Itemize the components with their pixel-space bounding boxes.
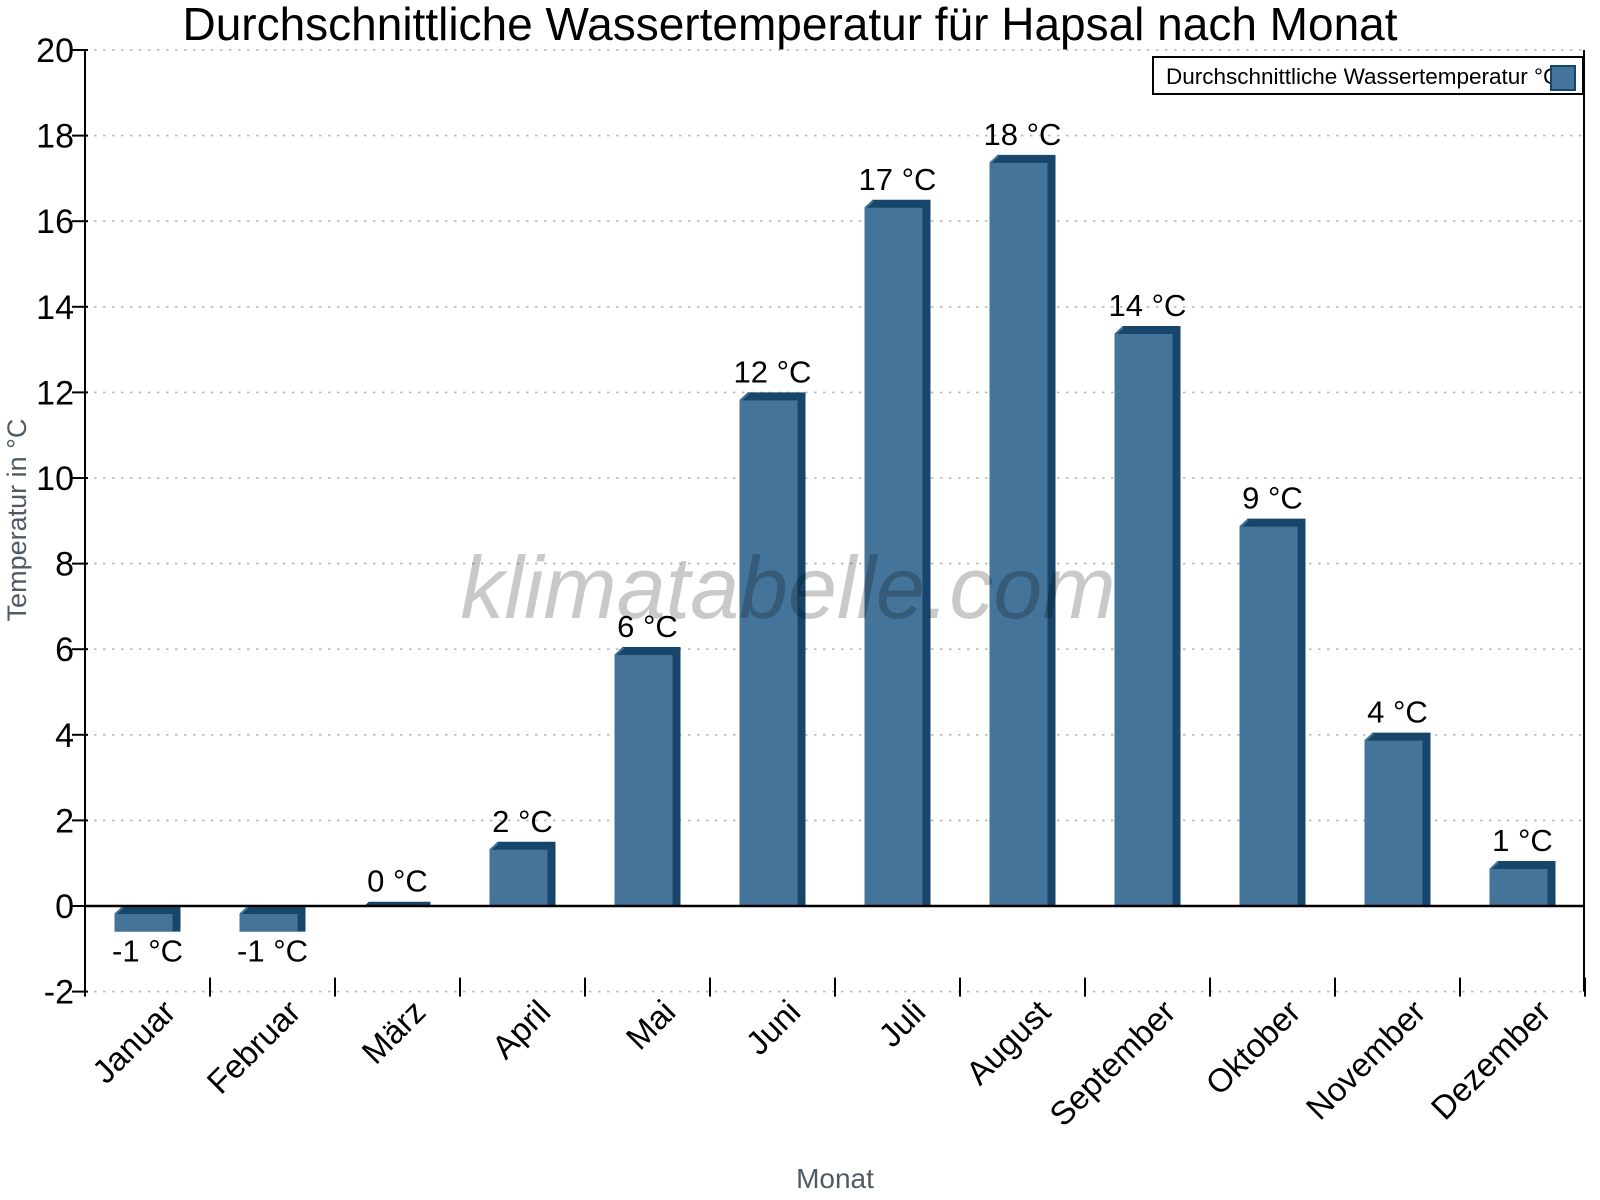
bar-bevel-highlight xyxy=(1489,861,1499,870)
bar-face xyxy=(1489,869,1548,906)
bar-dezember xyxy=(1489,861,1556,906)
bar-juni xyxy=(739,392,806,906)
bar-bevel-highlight xyxy=(739,392,749,402)
y-tick-label: 12 xyxy=(36,374,74,412)
bar-value-label: 2 °C xyxy=(492,804,553,839)
bar-bevel-highlight xyxy=(989,154,999,164)
bar-face xyxy=(989,162,1048,907)
bar-value-label: 14 °C xyxy=(1109,288,1187,323)
x-tick-label-april: April xyxy=(485,993,558,1066)
y-tick-label: 0 xyxy=(55,888,74,926)
bar-value-label: -1 °C xyxy=(112,934,183,969)
bar-value-label: 18 °C xyxy=(984,117,1062,152)
bar-april xyxy=(489,841,556,906)
bar-face xyxy=(239,914,298,932)
bar-bevel-highlight xyxy=(239,906,249,915)
y-tick-label: 4 xyxy=(55,717,74,755)
y-tick-label: 14 xyxy=(36,289,74,327)
y-tick-label: 6 xyxy=(55,631,74,669)
bar-bevel-highlight xyxy=(1239,518,1249,528)
bar-juli xyxy=(864,199,931,907)
bar-bevel-highlight xyxy=(614,647,624,656)
bar-oktober xyxy=(1239,518,1306,906)
bar-mai xyxy=(614,647,681,906)
bar-bevel-highlight xyxy=(114,906,124,915)
bar-face xyxy=(614,655,673,906)
bar-value-label: 12 °C xyxy=(734,354,812,389)
bar-november xyxy=(1364,732,1431,906)
legend-label: Durchschnittliche Wassertemperatur °C xyxy=(1166,64,1559,89)
legend: Durchschnittliche Wassertemperatur °C xyxy=(1152,56,1584,95)
x-tick-label-januar: Januar xyxy=(85,993,183,1091)
bar-value-label: 4 °C xyxy=(1367,695,1428,730)
x-tick-label-juni: Juni xyxy=(738,993,807,1062)
y-tick-label: -2 xyxy=(44,974,74,1012)
x-tick-label-mai: Mai xyxy=(619,993,683,1057)
x-tick-label-november: November xyxy=(1299,993,1433,1127)
bar-januar xyxy=(114,906,181,932)
bar-face xyxy=(864,207,923,907)
x-tick-label-august: August xyxy=(959,993,1058,1092)
bar-face xyxy=(1364,740,1423,906)
chart-title: Durchschnittliche Wassertemperatur für H… xyxy=(183,0,1398,50)
y-tick-label: 16 xyxy=(36,203,74,241)
bar-face xyxy=(489,849,548,906)
y-tick-label: 20 xyxy=(36,32,74,70)
x-tick-label-oktober: Oktober xyxy=(1198,993,1307,1102)
x-tick-label-februar: Februar xyxy=(200,993,308,1101)
bar-value-label: 17 °C xyxy=(859,162,937,197)
bar-value-label: 9 °C xyxy=(1242,481,1303,516)
bar-august xyxy=(989,154,1056,907)
axes-layer xyxy=(72,49,1586,997)
bar-value-label: -1 °C xyxy=(237,934,308,969)
bar-face xyxy=(1239,526,1298,906)
bar-februar xyxy=(239,906,306,932)
bar-bevel-highlight xyxy=(1114,326,1124,335)
bar-bevel-highlight xyxy=(1364,732,1374,742)
grid-layer xyxy=(85,49,1585,993)
x-axis-title: Monat xyxy=(796,1163,874,1194)
bar-value-label: 0 °C xyxy=(367,864,428,899)
bar-bevel-highlight xyxy=(864,199,874,209)
bar-face xyxy=(1114,334,1173,906)
bar-september xyxy=(1114,326,1181,906)
x-tick-label-marz: März xyxy=(354,993,432,1071)
y-tick-label: 10 xyxy=(36,460,74,498)
y-axis-title: Temperatur in °C xyxy=(2,419,32,622)
bar-value-label: 6 °C xyxy=(617,609,678,644)
legend-swatch xyxy=(1550,65,1576,91)
watermark: klimatabelle.com xyxy=(460,538,1115,637)
x-tick-label-juli: Juli xyxy=(871,993,932,1054)
legend-box xyxy=(1152,56,1584,95)
y-tick-label: 8 xyxy=(55,546,74,584)
x-tick-label-dezember: Dezember xyxy=(1424,993,1558,1127)
y-tick-label: 18 xyxy=(36,118,74,156)
bar-face xyxy=(739,400,798,906)
bar-face xyxy=(114,914,173,932)
y-tick-label: 2 xyxy=(55,802,74,840)
x-tick-label-september: September xyxy=(1042,993,1182,1133)
bar-bevel-highlight xyxy=(489,841,499,851)
bar-value-label: 1 °C xyxy=(1492,823,1553,858)
bars-layer xyxy=(114,154,1556,932)
